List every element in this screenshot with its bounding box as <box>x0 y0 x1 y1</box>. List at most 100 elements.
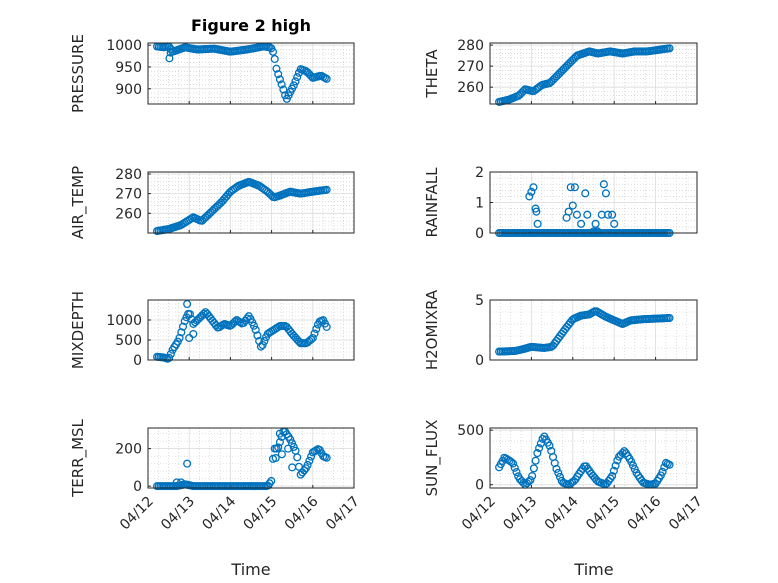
y-tick-label: 2 <box>475 165 484 181</box>
figure-title: Figure 2 high <box>191 16 311 35</box>
y-axis-label: MIXDEPTH <box>69 291 87 369</box>
data-point <box>307 335 316 344</box>
y-tick-label: 500 <box>457 423 484 439</box>
data-point <box>322 185 331 194</box>
data-point <box>270 54 279 64</box>
y-axis-label: SUN_FLUX <box>423 420 442 497</box>
subplot-4: 0 1 2 RAINFALL <box>423 165 698 242</box>
data-point <box>308 333 317 343</box>
data-point <box>601 189 610 198</box>
x-axis-label-left: Time <box>230 560 270 579</box>
data-point <box>581 189 590 198</box>
x-tick-label: 04/13 <box>158 494 198 534</box>
axes-frame <box>147 171 355 234</box>
data-point <box>176 478 186 487</box>
data-point <box>288 463 297 472</box>
subplot-2: 260 270 280 THETA <box>423 38 698 106</box>
y-tick-label: 500 <box>115 333 142 349</box>
data-point <box>535 444 544 453</box>
data-point <box>665 313 674 323</box>
data-point <box>519 478 528 487</box>
data-point <box>609 466 618 475</box>
subplot-3: 260 270 280 AIR_TEMP <box>69 166 355 239</box>
data-point <box>608 471 617 481</box>
data-point <box>242 314 252 323</box>
data-point <box>531 456 540 465</box>
data-point <box>183 299 192 309</box>
data-point <box>253 331 262 340</box>
data-point <box>528 471 537 481</box>
data-point <box>305 456 314 465</box>
x-tick-label: 04/17 <box>323 494 363 534</box>
axes-frame <box>147 427 355 489</box>
data-point <box>312 324 321 334</box>
axes-frame <box>489 427 698 489</box>
y-axis-label: TERR_MSL <box>69 418 88 497</box>
subplot-7: 0 200 04/12 04/13 04/14 04/15 04/16 04/17 TERR_M… <box>69 418 363 533</box>
data-point <box>525 192 534 201</box>
y-tick-label: 5 <box>475 293 484 309</box>
y-axis-label: H2OMIXRA <box>423 289 441 370</box>
data-point <box>185 333 194 343</box>
data-point <box>508 459 518 468</box>
data-point <box>665 460 674 469</box>
data-point <box>183 459 192 468</box>
data-point <box>613 456 622 465</box>
axes-frame <box>489 42 698 105</box>
data-point <box>507 457 516 466</box>
data-point <box>552 464 561 473</box>
data-point <box>166 349 175 358</box>
data-point <box>568 201 577 210</box>
data-point <box>189 329 198 339</box>
y-tick-label: 1 <box>475 196 484 212</box>
data-point <box>555 472 565 481</box>
data-point <box>510 463 519 472</box>
data-point <box>258 340 267 350</box>
data-point <box>272 444 281 453</box>
x-tick-label: 04/12 <box>459 494 499 534</box>
data-point <box>274 70 283 79</box>
data-point <box>279 85 288 94</box>
axes-frame <box>147 299 355 361</box>
y-tick-label: 260 <box>115 206 142 222</box>
data-point <box>593 227 602 236</box>
data-point <box>603 210 613 219</box>
data-point <box>260 337 269 346</box>
data-point <box>268 47 278 56</box>
data-point <box>293 73 302 82</box>
data-point <box>166 48 175 57</box>
y-axis-label: RAINFALL <box>423 167 441 238</box>
data-point <box>265 479 274 488</box>
data-point <box>610 219 619 228</box>
y-axis-label: PRESSURE <box>69 34 87 113</box>
data-point <box>566 183 575 192</box>
x-tick-label: 04/13 <box>500 494 540 534</box>
subplot-1: 900 950 1000 PRESSURE <box>69 34 355 113</box>
y-tick-label: 1000 <box>106 38 142 54</box>
data-point <box>249 321 259 330</box>
x-tick-label: 04/16 <box>625 493 665 533</box>
data-point <box>532 207 541 216</box>
data-point <box>267 476 276 486</box>
data-point <box>611 461 620 470</box>
data-point <box>165 353 174 362</box>
data-point <box>524 477 533 486</box>
y-tick-label: 280 <box>115 167 142 183</box>
data-point <box>599 180 608 189</box>
y-tick-label: 280 <box>457 38 484 54</box>
data-point <box>275 438 284 447</box>
data-point <box>177 328 186 337</box>
y-tick-label: 0 <box>133 353 142 369</box>
y-tick-label: 0 <box>475 226 484 242</box>
data-point <box>275 429 284 438</box>
data-point <box>275 75 284 84</box>
data-point <box>291 77 300 86</box>
y-tick-label: 200 <box>115 442 142 458</box>
data-point <box>322 74 331 83</box>
data-point <box>529 464 538 473</box>
data-point <box>303 460 312 470</box>
y-tick-label: 0 <box>475 353 484 369</box>
data-point <box>284 444 293 453</box>
data-point <box>591 219 600 228</box>
